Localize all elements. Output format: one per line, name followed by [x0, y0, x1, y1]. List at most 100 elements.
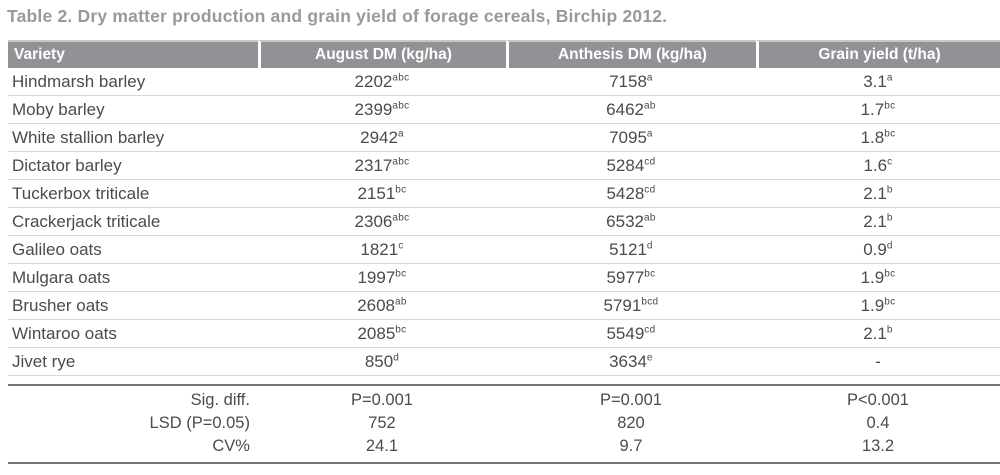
anthesis-dm-cell: 5791bcd [505, 292, 756, 320]
lsd-row: LSD (P=0.05) 752 820 0.4 [8, 412, 1000, 435]
anthesis-dm-cell: 5284cd [505, 152, 756, 180]
variety-cell: Galileo oats [8, 236, 258, 264]
table-row: Jivet rye 850d 3634e - [8, 348, 1000, 376]
anthesis-dm-cell: 5977bc [505, 264, 756, 292]
significance-letters: bcd [641, 295, 659, 307]
sig-diff-row: Sig. diff. P=0.001 P=0.001 P<0.001 [8, 384, 1000, 412]
stat-value: P=0.001 [505, 384, 756, 412]
stat-value: P<0.001 [755, 384, 1000, 412]
significance-letters: d [393, 351, 400, 363]
significance-letters: bc [644, 267, 656, 279]
table-row: Mulgara oats 1997bc 5977bc 1.9bc [8, 264, 1000, 292]
grain-yield-cell: 2.1b [755, 320, 1000, 348]
forage-cereals-table: Variety August DM (kg/ha) Anthesis DM (k… [8, 40, 1000, 464]
significance-letters: abc [392, 155, 410, 167]
significance-letters: abc [392, 211, 410, 223]
significance-letters: b [886, 211, 893, 223]
significance-letters: cd [644, 323, 656, 335]
variety-cell: Mulgara oats [8, 264, 258, 292]
significance-letters: bc [395, 183, 407, 195]
significance-letters: bc [395, 267, 407, 279]
significance-letters: bc [884, 267, 896, 279]
variety-cell: Moby barley [8, 96, 258, 124]
grain-yield-cell: 1.8bc [755, 124, 1000, 152]
column-header-grain-yield: Grain yield (t/ha) [755, 40, 1000, 68]
variety-cell: Jivet rye [8, 348, 258, 376]
grain-yield-cell: 1.9bc [755, 292, 1000, 320]
significance-letters: a [646, 71, 653, 83]
table-row: Tuckerbox triticale 2151bc 5428cd 2.1b [8, 180, 1000, 208]
significance-letters: bc [884, 295, 896, 307]
august-dm-cell: 850d [257, 348, 506, 376]
august-dm-cell: 2399abc [257, 96, 506, 124]
grain-yield-cell: 1.7bc [755, 96, 1000, 124]
table-title: Table 2. Dry matter production and grain… [7, 6, 668, 26]
stat-label: Sig. diff. [8, 384, 258, 412]
cv-row: CV% 24.1 9.7 13.2 [8, 435, 1000, 464]
variety-cell: Hindmarsh barley [8, 68, 258, 96]
august-dm-cell: 1997bc [257, 264, 506, 292]
table-row: Moby barley 2399abc 6462ab 1.7bc [8, 96, 1000, 124]
table-row: Dictator barley 2317abc 5284cd 1.6c [8, 152, 1000, 180]
table-statistics-footer: Sig. diff. P=0.001 P=0.001 P<0.001 LSD (… [8, 384, 1000, 464]
significance-letters: bc [884, 99, 896, 111]
grain-yield-cell: 2.1b [755, 208, 1000, 236]
significance-letters: a [886, 71, 893, 83]
stat-value: 820 [617, 414, 645, 432]
variety-cell: Tuckerbox triticale [8, 180, 258, 208]
spacer-row [8, 376, 1000, 384]
anthesis-dm-cell: 3634e [505, 348, 756, 376]
anthesis-dm-cell: 5549cd [505, 320, 756, 348]
grain-yield-cell: 1.6c [755, 152, 1000, 180]
stat-label: LSD (P=0.05) [149, 414, 250, 432]
significance-letters: abc [392, 71, 410, 83]
stat-value: 752 [368, 414, 396, 432]
column-header-august-dm: August DM (kg/ha) [257, 40, 506, 68]
stat-value: 9.7 [505, 435, 756, 464]
grain-yield-cell: 0.9d [755, 236, 1000, 264]
significance-letters: c [887, 155, 893, 167]
table-row: White stallion barley 2942a 7095a 1.8bc [8, 124, 1000, 152]
grain-yield-cell: 3.1a [755, 68, 1000, 96]
anthesis-dm-cell: 5428cd [505, 180, 756, 208]
variety-cell: Brusher oats [8, 292, 258, 320]
anthesis-dm-cell: 5121d [505, 236, 756, 264]
significance-letters: cd [644, 183, 656, 195]
significance-letters: cd [644, 155, 656, 167]
anthesis-dm-cell: 7158a [505, 68, 756, 96]
anthesis-dm-cell: 6532ab [505, 208, 756, 236]
stat-label: CV% [8, 435, 258, 464]
anthesis-dm-cell: 6462ab [505, 96, 756, 124]
grain-yield-cell: - [755, 348, 1000, 376]
significance-letters: a [646, 127, 653, 139]
column-header-variety: Variety [8, 40, 258, 68]
significance-letters: d [886, 239, 893, 251]
significance-letters: abc [392, 99, 410, 111]
august-dm-cell: 2317abc [257, 152, 506, 180]
grain-yield-cell: 1.9bc [755, 264, 1000, 292]
august-dm-cell: 2202abc [257, 68, 506, 96]
variety-cell: Wintaroo oats [8, 320, 258, 348]
table-row: Brusher oats 2608ab 5791bcd 1.9bc [8, 292, 1000, 320]
header-row: Variety August DM (kg/ha) Anthesis DM (k… [8, 40, 1000, 68]
august-dm-cell: 2151bc [257, 180, 506, 208]
august-dm-cell: 2085bc [257, 320, 506, 348]
variety-cell: Dictator barley [8, 152, 258, 180]
significance-letters: ab [644, 211, 656, 223]
stat-value: P=0.001 [257, 384, 506, 412]
stat-value: 24.1 [257, 435, 506, 464]
anthesis-dm-cell: 7095a [505, 124, 756, 152]
grain-yield-cell: 2.1b [755, 180, 1000, 208]
august-dm-cell: 1821c [257, 236, 506, 264]
stat-value: 13.2 [755, 435, 1000, 464]
table-row: Galileo oats 1821c 5121d 0.9d [8, 236, 1000, 264]
column-header-anthesis-dm: Anthesis DM (kg/ha) [505, 40, 756, 68]
variety-cell: Crackerjack triticale [8, 208, 258, 236]
significance-letters: ab [644, 99, 656, 111]
significance-letters: a [397, 127, 404, 139]
variety-cell: White stallion barley [8, 124, 258, 152]
significance-letters: e [646, 351, 653, 363]
table-body: Hindmarsh barley 2202abc 7158a 3.1a Moby… [8, 68, 1000, 384]
stat-value: 0.4 [866, 414, 890, 432]
